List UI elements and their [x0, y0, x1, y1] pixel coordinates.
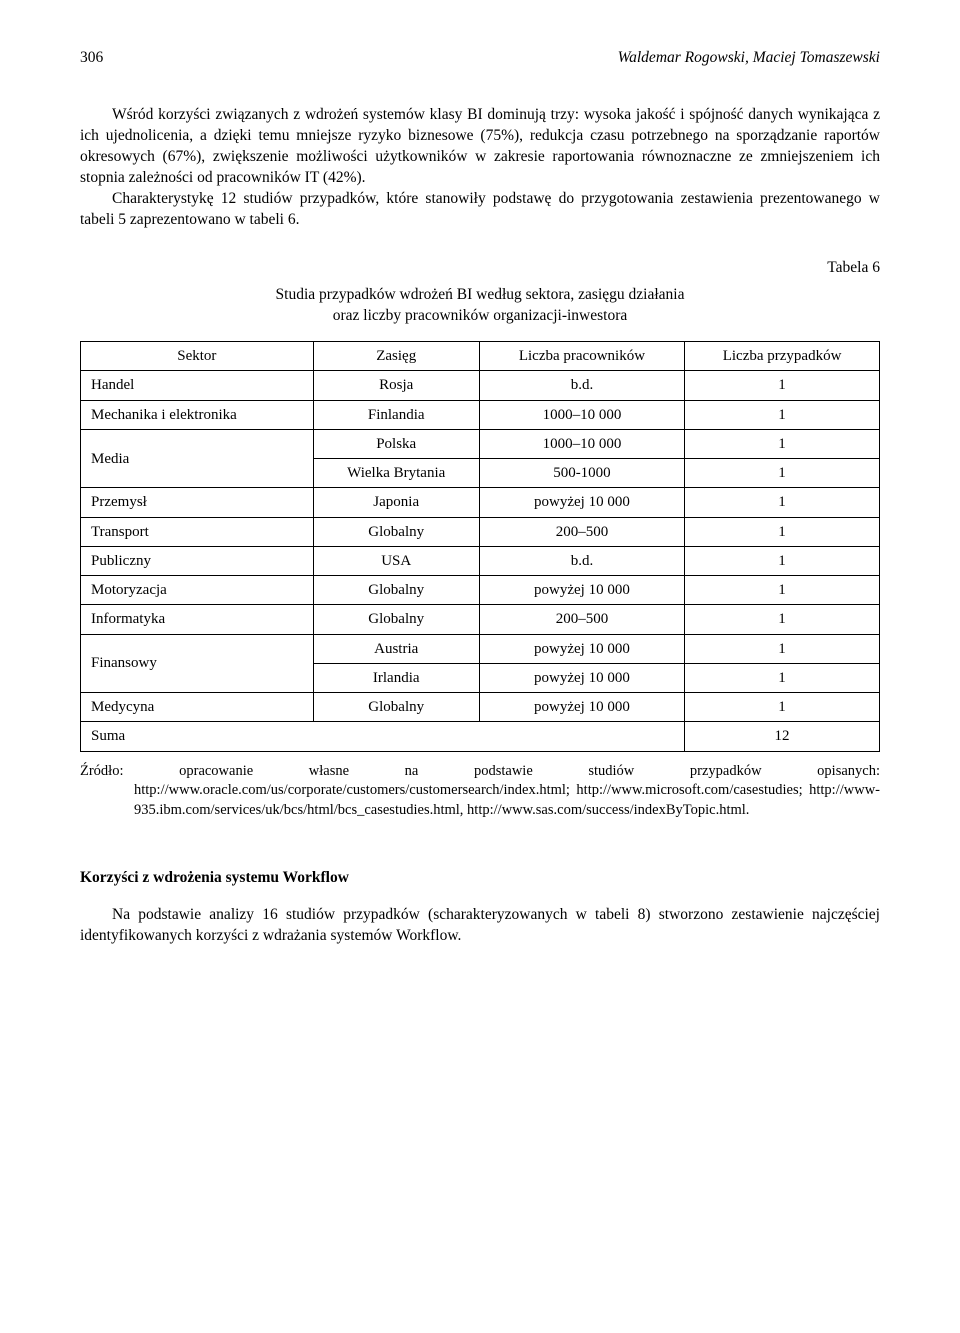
- col-cases: Liczba przypadków: [685, 342, 880, 371]
- cell-cases: 1: [685, 546, 880, 575]
- cell-employees: powyżej 10 000: [479, 576, 684, 605]
- table-row: Mechanika i elektronikaFinlandia1000–10 …: [81, 400, 880, 429]
- cell-cases: 1: [685, 634, 880, 663]
- cell-employees: powyżej 10 000: [479, 488, 684, 517]
- table-row: PublicznyUSAb.d.1: [81, 546, 880, 575]
- table-source: Źródło: opracowanie własne na podstawie …: [80, 762, 880, 821]
- cell-cases: 1: [685, 488, 880, 517]
- cell-sector: Informatyka: [81, 605, 314, 634]
- cell-cases: 1: [685, 371, 880, 400]
- cell-cases: 1: [685, 576, 880, 605]
- cell-reach: Polska: [313, 429, 479, 458]
- cell-reach: Wielka Brytania: [313, 459, 479, 488]
- cell-reach: Irlandia: [313, 663, 479, 692]
- table-row: FinansowyAustriapowyżej 10 0001: [81, 634, 880, 663]
- cell-reach: Finlandia: [313, 400, 479, 429]
- cell-employees: powyżej 10 000: [479, 634, 684, 663]
- cell-sector: Przemysł: [81, 488, 314, 517]
- sum-value: 12: [685, 722, 880, 751]
- cell-reach: Austria: [313, 634, 479, 663]
- table-row: MedycynaGlobalnypowyżej 10 0001: [81, 693, 880, 722]
- cell-cases: 1: [685, 429, 880, 458]
- cell-sector: Transport: [81, 517, 314, 546]
- table-row: MediaPolska1000–10 0001: [81, 429, 880, 458]
- cell-employees: 500-1000: [479, 459, 684, 488]
- cell-cases: 1: [685, 400, 880, 429]
- cell-employees: 200–500: [479, 517, 684, 546]
- cell-reach: Globalny: [313, 693, 479, 722]
- cell-sector: Mechanika i elektronika: [81, 400, 314, 429]
- cell-employees: 200–500: [479, 605, 684, 634]
- cell-reach: Globalny: [313, 576, 479, 605]
- cell-reach: Globalny: [313, 517, 479, 546]
- cell-cases: 1: [685, 517, 880, 546]
- cell-cases: 1: [685, 693, 880, 722]
- table-caption-line1: Studia przypadków wdrożeń BI według sekt…: [276, 286, 685, 303]
- page-header: 306 Waldemar Rogowski, Maciej Tomaszewsk…: [80, 48, 880, 69]
- cell-sector: Media: [81, 429, 314, 488]
- col-reach: Zasięg: [313, 342, 479, 371]
- cell-reach: USA: [313, 546, 479, 575]
- table-row: MotoryzacjaGlobalnypowyżej 10 0001: [81, 576, 880, 605]
- table-row: TransportGlobalny200–5001: [81, 517, 880, 546]
- data-table: Sektor Zasięg Liczba pracowników Liczba …: [80, 341, 880, 752]
- cell-sector: Finansowy: [81, 634, 314, 693]
- cell-sector: Publiczny: [81, 546, 314, 575]
- source-text: opracowanie własne na podstawie studiów …: [134, 763, 880, 818]
- cell-reach: Rosja: [313, 371, 479, 400]
- section-body: Na podstawie analizy 16 studiów przypadk…: [80, 905, 880, 947]
- section-heading: Korzyści z wdrożenia systemu Workflow: [80, 868, 880, 889]
- cell-employees: powyżej 10 000: [479, 663, 684, 692]
- table-row: HandelRosjab.d.1: [81, 371, 880, 400]
- table-row: InformatykaGlobalny200–5001: [81, 605, 880, 634]
- cell-employees: 1000–10 000: [479, 429, 684, 458]
- cell-employees: b.d.: [479, 371, 684, 400]
- table-label: Tabela 6: [80, 258, 880, 279]
- table-sum-row: Suma12: [81, 722, 880, 751]
- cell-cases: 1: [685, 605, 880, 634]
- paragraph-2: Charakterystykę 12 studiów przypadków, k…: [80, 189, 880, 231]
- cell-employees: b.d.: [479, 546, 684, 575]
- cell-sector: Motoryzacja: [81, 576, 314, 605]
- table-caption-line2: oraz liczby pracowników organizacji-inwe…: [333, 307, 628, 324]
- paragraph-1: Wśród korzyści związanych z wdrożeń syst…: [80, 105, 880, 189]
- cell-employees: 1000–10 000: [479, 400, 684, 429]
- sum-label: Suma: [81, 722, 685, 751]
- cell-sector: Medycyna: [81, 693, 314, 722]
- table-header-row: Sektor Zasięg Liczba pracowników Liczba …: [81, 342, 880, 371]
- cell-cases: 1: [685, 663, 880, 692]
- cell-employees: powyżej 10 000: [479, 693, 684, 722]
- cell-cases: 1: [685, 459, 880, 488]
- source-label: Źródło:: [80, 763, 124, 779]
- header-authors: Waldemar Rogowski, Maciej Tomaszewski: [618, 48, 880, 69]
- page-number: 306: [80, 48, 103, 69]
- cell-reach: Globalny: [313, 605, 479, 634]
- col-sector: Sektor: [81, 342, 314, 371]
- table-row: PrzemysłJaponiapowyżej 10 0001: [81, 488, 880, 517]
- col-employees: Liczba pracowników: [479, 342, 684, 371]
- cell-reach: Japonia: [313, 488, 479, 517]
- table-caption: Studia przypadków wdrożeń BI według sekt…: [80, 285, 880, 327]
- cell-sector: Handel: [81, 371, 314, 400]
